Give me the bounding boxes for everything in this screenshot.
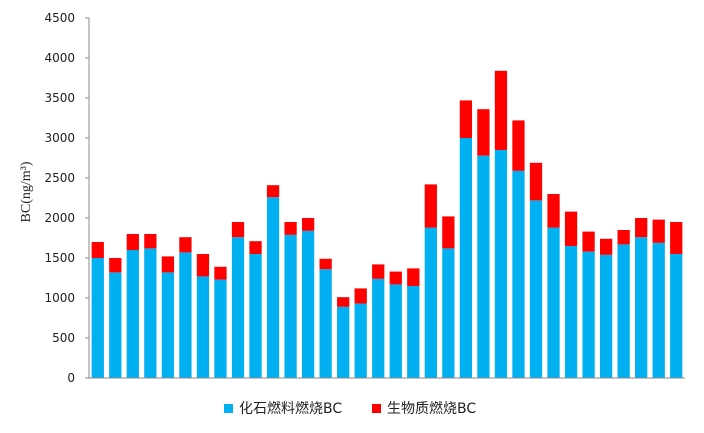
- biomass-bc-bar: [389, 271, 402, 285]
- biomass-bc-bar: [582, 231, 595, 252]
- biomass-bc-bar: [249, 241, 262, 254]
- fossil-bc-bar: [477, 155, 490, 378]
- fossil-bc-bar: [214, 279, 227, 378]
- biomass-bc-bar: [126, 234, 139, 250]
- fossil-bc-bar: [372, 278, 385, 378]
- fossil-bc-bar: [529, 200, 543, 378]
- fossil-bc-bar: [617, 244, 630, 378]
- y-tick-labels: 0 500 1000 1500 2000 2500 3000 3500 4000 4500: [44, 11, 75, 385]
- fossil-bc-bar: [547, 227, 560, 378]
- fossil-bc-bar: [424, 227, 437, 378]
- biomass-bc-bar: [424, 184, 437, 228]
- y-tick-label: 2000: [44, 211, 75, 225]
- fossil-bc-bar: [564, 246, 578, 378]
- biomass-bc-bar: [477, 109, 490, 156]
- fossil-bc-bar: [231, 237, 245, 378]
- biomass-bc-bar: [547, 194, 560, 228]
- fossil-bc-bar: [494, 150, 508, 378]
- fossil-bc-bar: [354, 303, 367, 378]
- y-tick-label: 2500: [44, 171, 75, 185]
- biomass-bc-bar: [266, 185, 280, 198]
- biomass-bc-bar: [354, 288, 367, 304]
- biomass-bc-bar: [459, 100, 473, 138]
- biomass-bc-bar: [512, 120, 525, 171]
- fossil-bc-bar: [109, 272, 122, 378]
- fossil-bc-bar: [91, 258, 104, 378]
- fossil-bc-bar: [284, 234, 297, 378]
- fossil-bc-bar: [599, 254, 613, 378]
- fossil-bc-bar: [301, 230, 315, 378]
- fossil-bc-bar: [442, 248, 455, 378]
- fossil-bc-bar: [144, 248, 157, 378]
- y-tick-label: 3500: [44, 91, 75, 105]
- biomass-bc-bar: [196, 254, 210, 277]
- fossil-bc-bar: [161, 272, 175, 378]
- biomass-bc-bar: [564, 211, 578, 246]
- biomass-bc-bar: [635, 218, 648, 238]
- axes: [85, 17, 685, 379]
- legend: 化石燃料燃烧BC 生物质燃烧BC: [224, 400, 476, 417]
- biomass-bc-bar: [231, 222, 245, 238]
- legend-swatch: [224, 404, 233, 413]
- biomass-bc-bar: [494, 70, 508, 150]
- y-tick-label: 500: [52, 331, 75, 345]
- biomass-bc-bar: [407, 268, 420, 286]
- biomass-bc-bar: [301, 218, 315, 231]
- biomass-bc-bar: [161, 256, 175, 273]
- biomass-bc-bar: [652, 219, 665, 243]
- fossil-bc-bar: [512, 170, 525, 378]
- biomass-bc-bar: [144, 234, 157, 249]
- biomass-bc-bar: [442, 216, 455, 249]
- fossil-bc-bar: [249, 254, 262, 378]
- y-tick-label: 4000: [44, 51, 75, 65]
- y-tick-label: 4500: [44, 11, 75, 25]
- biomass-bc-bar: [529, 162, 543, 201]
- legend-label: 化石燃料燃烧BC: [239, 400, 342, 417]
- fossil-bc-bar: [635, 237, 648, 378]
- fossil-bc-bar: [196, 276, 210, 378]
- fossil-bc-bar: [652, 242, 665, 378]
- biomass-bc-bar: [599, 238, 613, 255]
- fossil-bc-bar: [179, 252, 192, 378]
- fossil-bc-bar: [407, 286, 420, 378]
- biomass-bc-bar: [670, 222, 683, 254]
- fossil-bc-bar: [459, 138, 473, 378]
- biomass-bc-bar: [319, 258, 332, 270]
- biomass-bc-bar: [91, 242, 104, 258]
- fossil-bc-bar: [670, 254, 683, 378]
- biomass-bc-bar: [284, 222, 297, 235]
- y-axis-label: BC(ng/m³): [19, 161, 34, 222]
- y-tick-label: 1500: [44, 251, 75, 265]
- biomass-bc-bar: [372, 264, 385, 279]
- fossil-bc-bar: [582, 251, 595, 378]
- legend-label: 生物质燃烧BC: [387, 400, 476, 417]
- biomass-bc-bar: [109, 258, 122, 273]
- fossil-bc-bar: [389, 284, 402, 378]
- bars: [91, 70, 683, 378]
- biomass-bc-bar: [179, 237, 192, 253]
- biomass-bc-bar: [337, 297, 350, 307]
- fossil-bc-bar: [266, 197, 280, 378]
- biomass-bc-bar: [617, 230, 630, 245]
- fossil-bc-bar: [337, 306, 350, 378]
- fossil-bc-bar: [126, 250, 139, 378]
- y-tick-label: 3000: [44, 131, 75, 145]
- y-tick-label: 1000: [44, 291, 75, 305]
- fossil-bc-bar: [319, 269, 332, 378]
- y-tick-label: 0: [67, 371, 75, 385]
- legend-swatch: [372, 404, 381, 413]
- biomass-bc-bar: [214, 266, 227, 280]
